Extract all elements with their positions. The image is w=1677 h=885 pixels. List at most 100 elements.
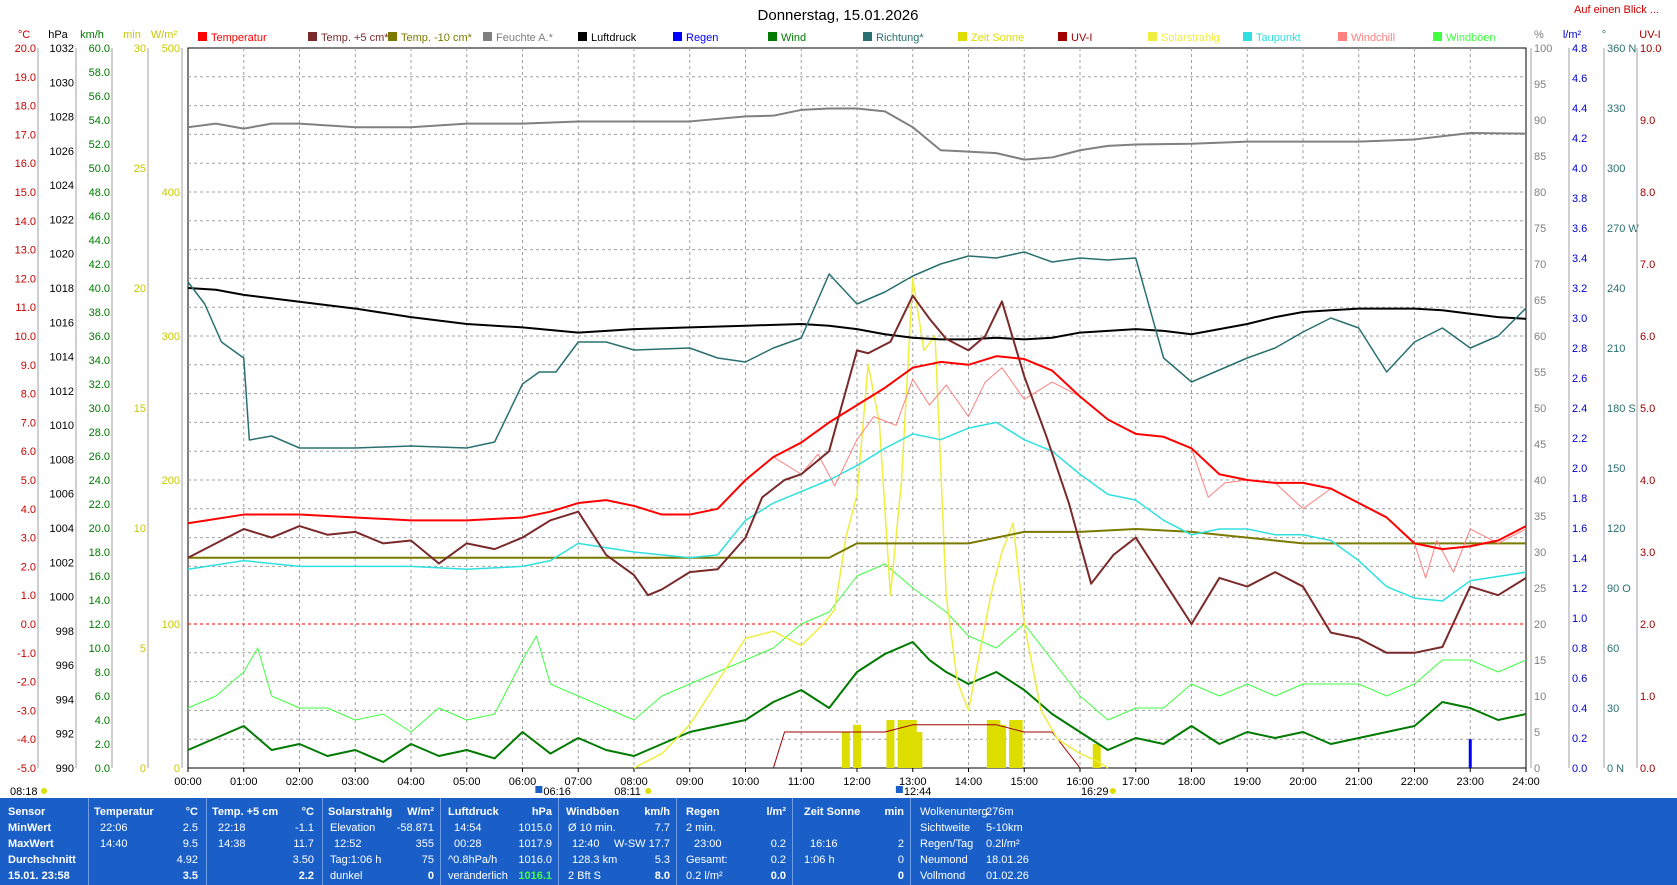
- right-axis-unit: °: [1602, 29, 1606, 41]
- right-tick-label: 150: [1607, 463, 1625, 475]
- temp5-header: Temp. +5 cm: [212, 806, 279, 818]
- x-tick-label: 14:00: [955, 776, 983, 788]
- sunshine-bar: [914, 732, 923, 768]
- left-tick-label: 42.0: [89, 259, 110, 271]
- marker-sun-icon: [645, 788, 652, 794]
- solar-max-time: 12:52: [334, 838, 362, 850]
- right-tick-label: 4.2: [1572, 133, 1587, 145]
- marker-moon-icon: [895, 786, 903, 793]
- left-tick-label: 46.0: [89, 211, 110, 223]
- right-tick-label: 0.4: [1572, 703, 1587, 715]
- series-wind: [187, 641, 1527, 763]
- legend-label: Feuchte A.*: [496, 32, 554, 44]
- left-tick-label: 26.0: [89, 451, 110, 463]
- gust-distance: 128.3 km: [572, 854, 618, 866]
- right-tick-label: 360 N: [1607, 43, 1636, 55]
- left-tick-label: 1010: [50, 420, 74, 432]
- series-solar: [633, 277, 1109, 769]
- gust-unit: km/h: [644, 806, 670, 818]
- right-tick-label: 65: [1534, 295, 1546, 307]
- right-tick-label: 0.6: [1572, 673, 1587, 685]
- legend-label: Temp. +5 cm*: [321, 32, 389, 44]
- right-tick-label: 180 S: [1607, 403, 1636, 415]
- right-tick-label: 4.8: [1572, 43, 1587, 55]
- right-tick-label: 9.0: [1640, 115, 1655, 127]
- right-tick-label: 1.4: [1572, 553, 1587, 565]
- solar-dark-label: dunkel: [330, 870, 363, 882]
- left-tick-label: 0: [140, 763, 146, 775]
- legend-label: Zeit Sonne: [971, 32, 1024, 44]
- right-tick-label: 4.4: [1572, 103, 1587, 115]
- left-tick-label: 6.0: [21, 446, 36, 458]
- left-tick-label: 12.0: [89, 619, 110, 631]
- left-tick-label: 1012: [50, 386, 74, 398]
- right-tick-label: 3.4: [1572, 253, 1587, 265]
- marker-sunrise2: 08:11: [614, 786, 641, 798]
- left-tick-label: 1004: [50, 523, 74, 535]
- chart-axes: 00:00 01:00 02:00 03:00 04:00 05:00 06:00 07:00…: [15, 29, 1662, 788]
- temp-max-val: 9.5: [182, 838, 198, 850]
- right-tick-label: 85: [1534, 151, 1546, 163]
- left-tick-label: 58.0: [89, 67, 110, 79]
- series-taupunkt: [187, 421, 1527, 602]
- legend-swatch: [308, 32, 317, 41]
- left-tick-label: 5.0: [21, 475, 36, 487]
- x-tick-label: 01:00: [230, 776, 258, 788]
- chart-markers: 08:18 06:16 08:11 12:44 16:29: [10, 786, 1116, 798]
- series-temp10: [188, 527, 1526, 559]
- right-tick-label: 45: [1534, 439, 1546, 451]
- left-tick-label: 300: [162, 331, 180, 343]
- pressure-max-val: 1017.9: [518, 838, 552, 850]
- legend-swatch: [388, 32, 397, 41]
- rain-2min: 2 min.: [686, 822, 716, 834]
- legend-swatch: [863, 32, 872, 41]
- sun-time: 16:16: [810, 838, 838, 850]
- x-tick-label: 06:00: [509, 776, 537, 788]
- legend-swatch: [1243, 32, 1252, 41]
- gust-max-dir: W-SW: [614, 838, 646, 850]
- right-tick-label: 1.8: [1572, 493, 1587, 505]
- rain-total-label: Gesamt:: [686, 854, 728, 866]
- marker-sunrise: 06:16: [543, 786, 571, 798]
- solar-day-label: Tag:1:06 h: [330, 854, 382, 866]
- left-tick-label: -5.0: [17, 763, 36, 775]
- rain-max-val: 0.2: [770, 838, 786, 850]
- marker-noon: 12:44: [904, 786, 932, 798]
- left-tick-label: 0: [174, 763, 180, 775]
- legend-label: Luftdruck: [591, 32, 637, 44]
- legend-swatch: [198, 32, 207, 41]
- left-axis-unit: km/h: [80, 29, 104, 41]
- info-fullmoon-val: 01.02.26: [986, 870, 1029, 882]
- pressure-trend: ^0.8hPa/h: [448, 854, 498, 866]
- left-tick-label: 1022: [50, 214, 74, 226]
- sun-now: 0: [897, 870, 904, 882]
- right-tick-label: 0.8: [1572, 643, 1587, 655]
- temp-min-time: 22:06: [100, 822, 128, 834]
- right-tick-label: 4.6: [1572, 73, 1587, 85]
- rain-total-val: 0.2: [770, 854, 786, 866]
- right-tick-label: 0.0: [1640, 763, 1655, 775]
- overview-link[interactable]: Auf einen Blick ...: [1574, 4, 1659, 16]
- x-tick-label: 24:00: [1512, 776, 1540, 788]
- left-tick-label: 1002: [50, 557, 74, 569]
- right-tick-label: 90: [1534, 115, 1546, 127]
- gust-avg10-val: 7.7: [654, 822, 670, 834]
- legend-label: Temp. -10 cm*: [401, 32, 473, 44]
- right-tick-label: 3.0: [1572, 313, 1587, 325]
- right-tick-label: 0.0: [1572, 763, 1587, 775]
- left-axis-unit: hPa: [48, 29, 68, 41]
- left-tick-label: 10: [134, 523, 146, 535]
- left-tick-label: 990: [56, 763, 74, 775]
- info-cloud-label: Wolkenunterg.: [920, 806, 991, 818]
- left-tick-label: 8.0: [95, 667, 110, 679]
- sun-max-val: 2: [897, 838, 904, 850]
- legend-label: Taupunkt: [1256, 32, 1301, 44]
- summary-panel: Sensor MinWert MaxWert Durchschnitt 15.0…: [0, 798, 1677, 885]
- left-tick-label: 25: [134, 163, 146, 175]
- right-tick-label: 0 N: [1607, 763, 1624, 775]
- chart-title: Donnerstag, 15.01.2026: [758, 7, 919, 24]
- right-tick-label: 20: [1534, 619, 1546, 631]
- pressure-min-val: 1015.0: [518, 822, 552, 834]
- legend-label: Temperatur: [211, 32, 267, 44]
- right-axis-unit: %: [1534, 29, 1544, 41]
